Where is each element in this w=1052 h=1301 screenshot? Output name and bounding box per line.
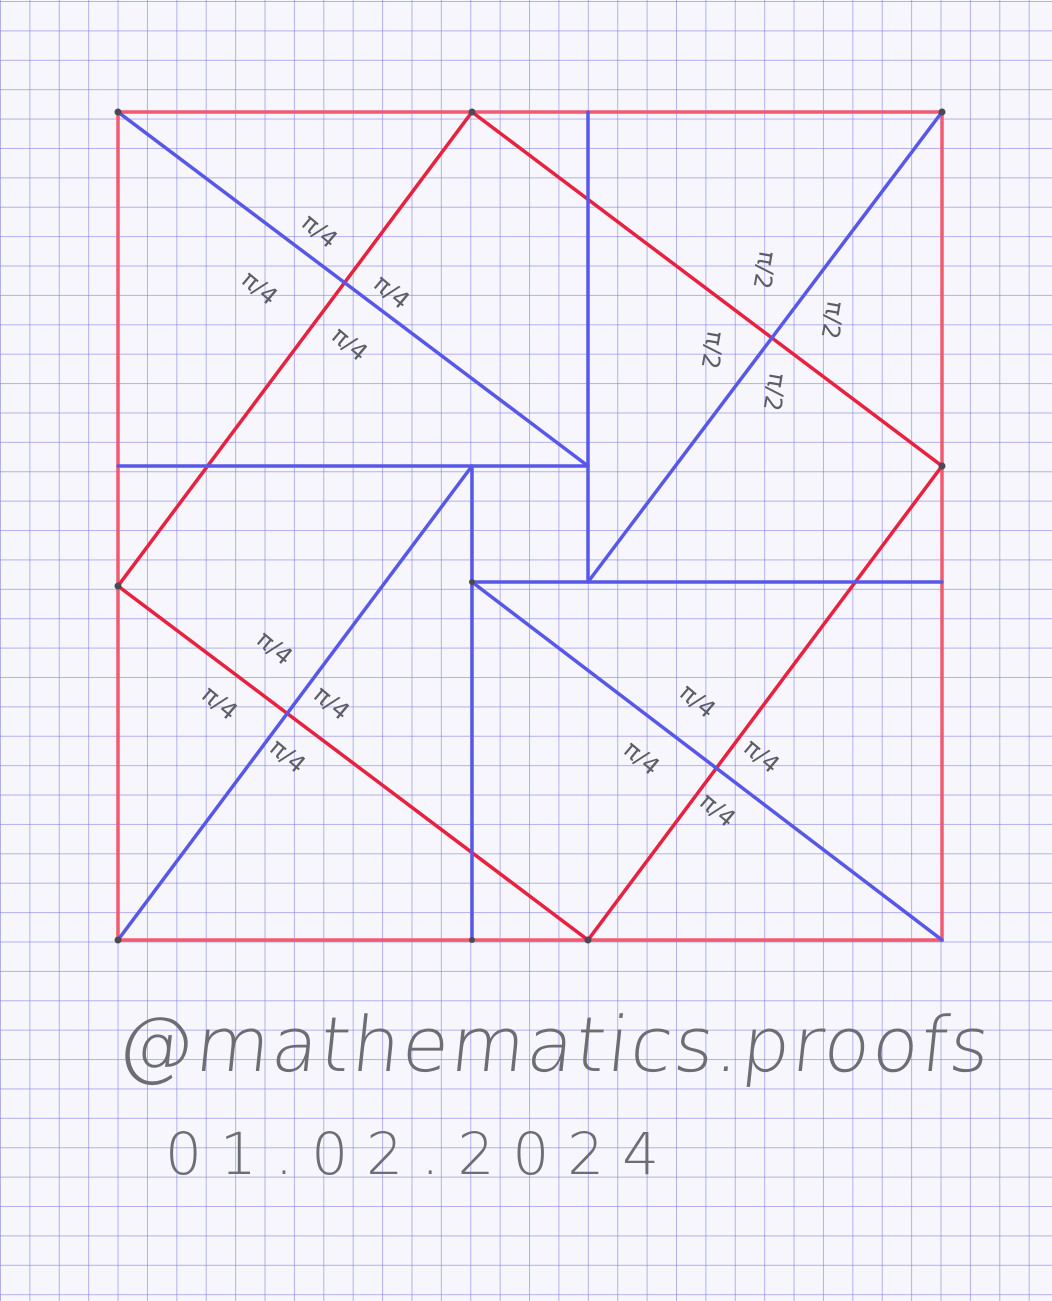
tilted-square xyxy=(115,109,945,943)
angle-label: π/4 xyxy=(308,680,355,726)
angle-label: π/4 xyxy=(694,787,741,833)
angle-label: π/4 xyxy=(236,265,283,311)
angle-label: π/4 xyxy=(738,733,785,779)
blue-diagonal-tr xyxy=(586,110,944,584)
angle-label: π/4 xyxy=(674,678,721,724)
angle-cluster-top-right: π/2 π/2 π/2 π/2 xyxy=(696,249,850,413)
angle-label: π/4 xyxy=(296,208,343,254)
outer-square xyxy=(116,110,944,942)
angle-label: π/2 xyxy=(748,249,782,291)
angle-label: π/2 xyxy=(758,371,792,413)
date-label: 01.02.2024 xyxy=(165,1120,678,1188)
angle-cluster-top-left: π/4 π/4 π/4 π/4 xyxy=(236,208,415,367)
angle-label: π/4 xyxy=(618,735,665,781)
angle-cluster-bottom-left: π/4 π/4 π/4 π/4 xyxy=(196,625,355,779)
angle-label: π/2 xyxy=(696,329,730,371)
vertex-dots xyxy=(114,108,946,944)
blue-diagonal-bl xyxy=(116,464,474,942)
blue-diagonal-br xyxy=(470,580,944,942)
angle-label: π/4 xyxy=(251,625,298,671)
blue-diagonal-tl xyxy=(116,110,590,468)
angle-label: π/4 xyxy=(368,269,415,315)
author-handle: @mathematics.proofs xyxy=(113,1000,997,1089)
pinwheel-lines xyxy=(116,110,944,942)
angle-label: π/4 xyxy=(326,321,373,367)
angle-label: π/4 xyxy=(264,733,311,779)
angle-label: π/4 xyxy=(196,680,243,726)
angle-label: π/2 xyxy=(816,299,850,341)
